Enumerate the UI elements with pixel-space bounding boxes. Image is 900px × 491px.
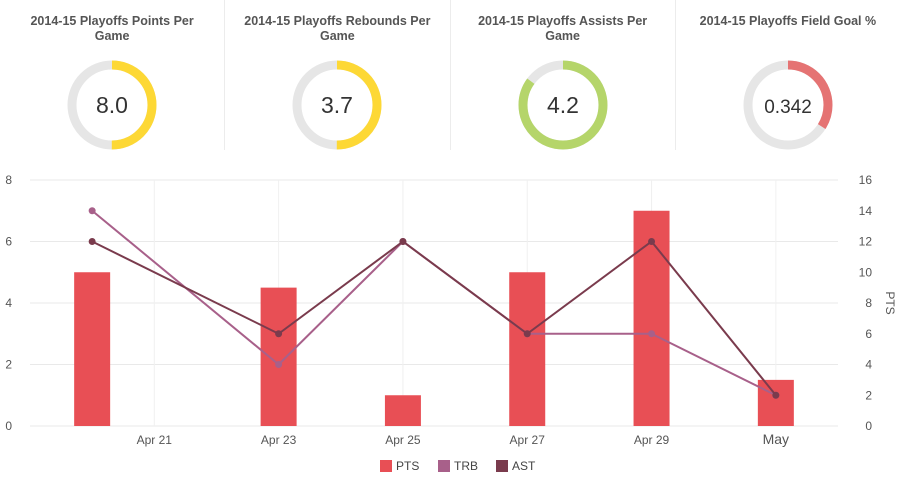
legend-label: AST — [512, 459, 536, 473]
right-tick-label: 10 — [859, 265, 873, 279]
pts-bar — [260, 287, 297, 426]
gauge-fill — [743, 60, 833, 150]
card-title: 2014-15 Playoffs Assists Per Game — [478, 14, 648, 43]
gauge-value: 4.2 — [547, 92, 579, 118]
gauge-points: 8.0 — [67, 60, 157, 150]
pts-bar — [509, 272, 546, 426]
pts-bar — [384, 395, 421, 426]
gauge-value: 0.342 — [764, 97, 812, 118]
pts-bar — [757, 379, 794, 426]
stat-card-field-goal: 2014-15 Playoffs Field Goal % 0.342 — [676, 0, 900, 150]
trb-point — [648, 330, 656, 338]
left-tick-label: 4 — [5, 296, 12, 310]
stat-cards: 2014-15 Playoffs Points Per Game 8.0 201… — [0, 0, 900, 150]
x-tick-label: Apr 23 — [261, 433, 297, 447]
right-tick-label: 8 — [865, 296, 872, 310]
chart-svg: 0 2 4 6 8 Apr 21 Apr 23 Apr 25 Apr 27 Apr 29 May 0 2… — [5, 173, 897, 473]
ast-line — [91, 240, 777, 396]
left-tick-label: 0 — [5, 419, 12, 433]
trb-point — [275, 361, 283, 368]
ast-point — [88, 238, 96, 245]
trb-point — [88, 207, 96, 215]
x-tick-label: Apr 21 — [137, 433, 173, 447]
legend-swatch — [380, 460, 392, 472]
card-title: 2014-15 Playoffs Field Goal % — [699, 14, 877, 28]
gauge-value: 8.0 — [96, 92, 128, 118]
stat-card-rebounds: 2014-15 Playoffs Rebounds Per Game 3.7 — [225, 0, 451, 150]
ast-point — [275, 330, 283, 338]
left-tick-label: 8 — [5, 173, 12, 187]
card-title: 2014-15 Playoffs Rebounds Per Game — [244, 14, 431, 43]
pts-bar — [633, 210, 670, 426]
legend: PTS TRB AST — [380, 459, 536, 473]
right-tick-label: 12 — [859, 235, 873, 249]
ast-point — [648, 238, 656, 245]
x-tick-label: May — [763, 431, 789, 447]
x-tick-label: Apr 25 — [385, 433, 421, 447]
legend-label: PTS — [396, 459, 419, 473]
right-tick-label: 6 — [865, 327, 872, 341]
ast-point — [772, 391, 780, 399]
x-tick-label: Apr 29 — [634, 433, 670, 447]
gauge-fill — [67, 60, 157, 150]
right-tick-label: 16 — [859, 173, 873, 187]
gauge-value: 3.7 — [321, 92, 353, 118]
card-title: 2014-15 Playoffs Points Per Game — [30, 14, 194, 43]
ast-point — [399, 238, 407, 245]
right-axis-label: PTS — [883, 291, 897, 314]
gauge-fill — [518, 60, 608, 150]
right-tick-label: 0 — [865, 419, 872, 433]
gauge-fill — [292, 60, 382, 150]
legend-swatch — [438, 460, 450, 472]
ast-point — [523, 330, 531, 338]
x-tick-label: Apr 27 — [510, 433, 546, 447]
pts-bar — [74, 272, 111, 426]
gauge-field-goal: 0.342 — [743, 60, 833, 150]
left-tick-label: 2 — [5, 358, 12, 372]
gauge-rebounds: 3.7 — [292, 60, 382, 150]
gauge-assists: 4.2 — [518, 60, 608, 150]
legend-swatch — [496, 460, 508, 472]
combo-chart: 0 2 4 6 8 Apr 21 Apr 23 Apr 25 Apr 27 Apr 29 May 0 2… — [0, 160, 900, 486]
right-tick-label: 4 — [865, 358, 872, 372]
stat-card-assists: 2014-15 Playoffs Assists Per Game 4.2 — [451, 0, 676, 150]
right-tick-label: 14 — [859, 204, 873, 218]
left-tick-label: 6 — [5, 235, 12, 249]
legend-label: TRB — [454, 459, 478, 473]
right-tick-label: 2 — [865, 388, 872, 402]
stat-card-points: 2014-15 Playoffs Points Per Game 8.0 — [0, 0, 226, 150]
